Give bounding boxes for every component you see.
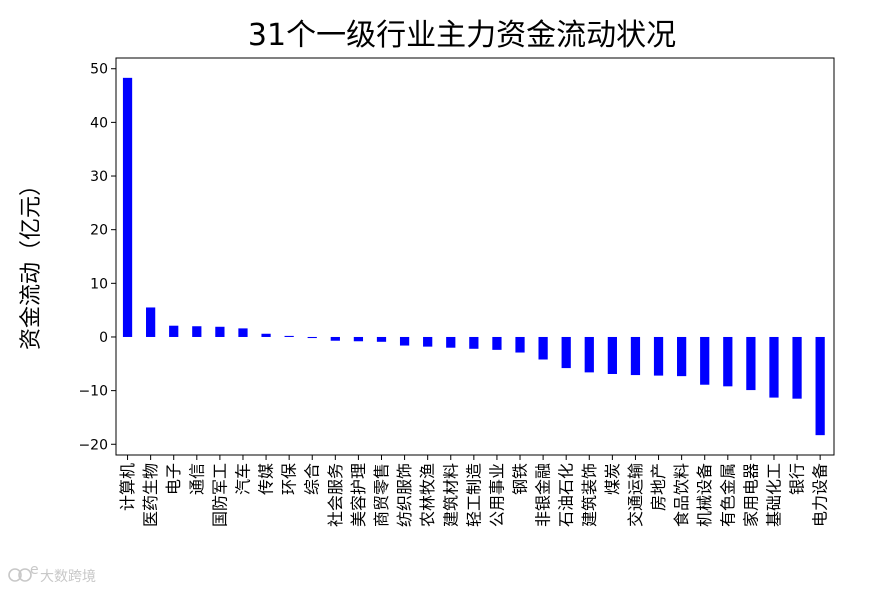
x-tick-label: 纺织服饰	[395, 463, 414, 527]
bar	[330, 336, 340, 341]
bar	[215, 326, 225, 337]
bar	[653, 336, 664, 376]
x-tick-label: 钢铁	[511, 463, 530, 495]
y-tick-label: −10	[78, 384, 108, 400]
bar	[423, 336, 433, 347]
bar	[515, 336, 525, 353]
x-tick-label: 美容护理	[349, 463, 368, 527]
bar	[815, 336, 825, 436]
bar	[700, 336, 710, 385]
watermark: e 大数跨境	[8, 562, 96, 585]
x-tick-label: 有色金属	[718, 463, 737, 527]
bar	[746, 336, 756, 391]
bar	[469, 336, 479, 349]
x-tick-label: 食品饮料	[672, 463, 691, 527]
bar	[607, 336, 617, 374]
x-tick-label: 基础化工	[764, 463, 783, 527]
bar	[146, 307, 156, 337]
bar	[792, 336, 802, 399]
y-tick-label: 10	[90, 276, 108, 292]
bar	[769, 336, 779, 398]
x-tick-label: 社会服务	[326, 463, 345, 527]
bar	[492, 336, 502, 350]
x-tick-label: 建筑装饰	[580, 463, 599, 527]
x-tick-label: 机械设备	[695, 463, 714, 527]
x-tick-label: 建筑材料	[441, 463, 460, 527]
y-tick-label: −20	[78, 437, 108, 453]
x-tick-label: 商贸零售	[372, 463, 391, 527]
bar	[538, 336, 548, 360]
bar	[630, 336, 641, 376]
bar	[192, 326, 202, 337]
x-tick-label: 传媒	[257, 463, 276, 495]
bar	[261, 333, 271, 337]
bar	[238, 328, 248, 337]
watermark-logo-icon: e	[8, 562, 39, 582]
y-tick-label: 20	[90, 223, 108, 239]
x-tick-label: 轻工制造	[464, 463, 483, 527]
x-tick-label: 交通运输	[626, 463, 645, 527]
bar	[399, 336, 410, 346]
watermark-text: 大数跨境	[40, 569, 96, 585]
y-axis-label: 资金流动（亿元）	[19, 174, 44, 350]
x-tick-label: 电力设备	[811, 463, 830, 527]
y-tick-label: 0	[99, 330, 108, 346]
x-tick-label: 医药生物	[141, 463, 160, 527]
bar	[584, 336, 594, 373]
bar	[723, 336, 733, 387]
x-tick-label: 煤炭	[603, 463, 622, 495]
x-tick-label: 汽车	[233, 463, 252, 495]
x-tick-label: 环保	[280, 463, 299, 495]
x-tick-label: 计算机	[118, 463, 137, 511]
x-tick-label: 家用电器	[741, 463, 760, 527]
x-tick-label: 非银金融	[534, 463, 553, 527]
bar	[284, 335, 294, 337]
x-tick-label: 农林牧渔	[418, 463, 437, 527]
x-tick-label: 国防军工	[210, 463, 229, 527]
bar	[376, 336, 387, 342]
svg-text:e: e	[30, 562, 39, 578]
bar	[307, 336, 317, 339]
x-tick-label: 电子	[164, 463, 183, 495]
x-tick-label: 通信	[187, 463, 206, 495]
x-tick-label: 房地产	[649, 463, 668, 511]
y-tick-label: 50	[90, 62, 108, 78]
chart-title: 31个一级行业主力资金流动状况	[248, 18, 676, 53]
y-tick-label: 30	[90, 169, 108, 185]
x-tick-label: 石油石化	[557, 463, 576, 527]
y-tick-label: 40	[90, 115, 108, 131]
x-tick-label: 综合	[303, 463, 322, 495]
bar	[677, 336, 687, 377]
plot-area: −20 −10 0 10 20 30 40 50 计算机 医药生物 电子 通信 国防军工 汽车 传媒 环保 综合…	[78, 57, 835, 527]
bar	[169, 325, 179, 337]
bar	[561, 336, 571, 369]
bar	[353, 336, 364, 342]
axes-frame	[115, 57, 835, 456]
bar	[122, 77, 133, 337]
x-tick-label: 银行	[788, 463, 807, 495]
bar	[446, 336, 456, 348]
x-tick-label: 公用事业	[487, 463, 506, 527]
